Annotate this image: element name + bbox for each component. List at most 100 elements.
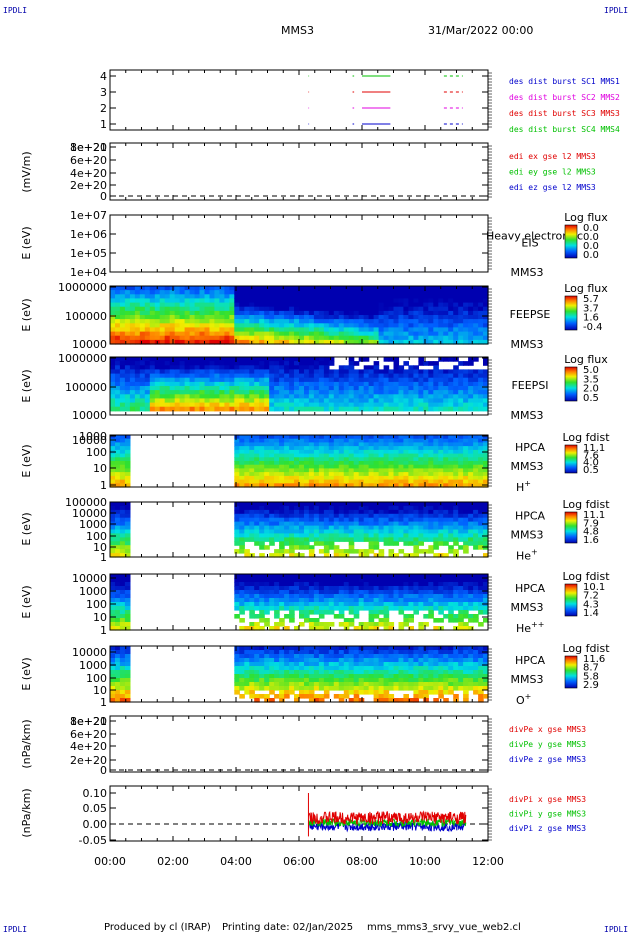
- spectrogram-cell: [110, 586, 116, 591]
- spectrogram-cell: [110, 582, 116, 587]
- spectrogram-cell: [304, 381, 310, 387]
- spectrogram-cell: [244, 457, 250, 462]
- spectrogram-cell: [179, 327, 186, 333]
- spectrogram-cell: [254, 377, 260, 383]
- spectrogram-cell: [299, 442, 305, 447]
- spectrogram-cell: [129, 310, 136, 316]
- spectrogram-cell: [308, 449, 315, 455]
- spectrogram-cell: [378, 390, 385, 395]
- spectrogram-cell: [204, 373, 211, 379]
- spectrogram-cell: [393, 475, 400, 481]
- spectrogram-cell: [483, 472, 489, 477]
- spectrogram-cell: [174, 377, 181, 383]
- spectrogram-cell: [448, 545, 454, 550]
- spectrogram-cell: [115, 618, 121, 623]
- spectrogram-cell: [413, 521, 419, 527]
- spectrogram-cell: [433, 327, 439, 333]
- spectrogram-cell: [353, 302, 360, 308]
- spectrogram-cell: [144, 402, 151, 408]
- spectrogram-cell: [393, 442, 400, 447]
- spectrogram-cell: [304, 582, 310, 587]
- spectrogram-cell: [363, 468, 370, 473]
- spectrogram-cell: [428, 457, 434, 462]
- spectrogram-cell: [408, 594, 414, 599]
- spectrogram-cell: [368, 398, 375, 404]
- spectrogram-cell: [115, 674, 121, 679]
- spectrogram-cell: [249, 694, 255, 699]
- spectrogram-cell: [194, 402, 201, 408]
- spectrogram-cell: [139, 302, 146, 308]
- spectrogram-cell: [453, 533, 459, 538]
- spectrogram-cell: [373, 479, 380, 484]
- spectrogram-cell: [408, 290, 414, 295]
- spectrogram-cell: [289, 373, 295, 379]
- spectrogram-cell: [269, 483, 275, 488]
- spectrogram-cell: [234, 658, 240, 663]
- spectrogram-cell: [119, 610, 126, 615]
- spectrogram-cell: [333, 513, 340, 519]
- spectrogram-cell: [284, 406, 290, 412]
- spectrogram-cell: [438, 442, 444, 447]
- spectrogram-cell: [209, 394, 216, 399]
- spectrogram-cell: [463, 606, 469, 611]
- spectrogram-cell: [115, 442, 121, 447]
- spectrogram-cell: [383, 435, 390, 440]
- spectrogram-cell: [358, 475, 365, 481]
- spectrogram-cell: [164, 323, 171, 328]
- spectrogram-cell: [353, 525, 360, 531]
- spectrogram-cell: [264, 658, 270, 663]
- spectrogram-cell: [274, 533, 280, 538]
- spectrogram-cell: [368, 483, 375, 488]
- spectrogram-cell: [234, 598, 240, 603]
- spectrogram-cell: [189, 294, 196, 299]
- spectrogram-cell: [318, 290, 325, 295]
- spectrogram-cell: [274, 369, 280, 375]
- spectrogram-cell: [254, 475, 260, 481]
- spectrogram-cell: [274, 294, 280, 299]
- spectrogram-cell: [428, 373, 434, 379]
- spectrogram-cell: [403, 327, 409, 333]
- spectrogram-cell: [473, 327, 479, 333]
- spectrogram-cell: [473, 582, 479, 587]
- spectrogram-cell: [318, 479, 325, 484]
- spectrogram-cell: [443, 298, 449, 304]
- spectrogram-cell: [378, 502, 385, 507]
- spectrogram-cell: [343, 402, 350, 408]
- spectrogram-cell: [209, 310, 216, 316]
- spectrogram-cell: [299, 521, 305, 527]
- spectrogram-cell: [463, 402, 469, 408]
- spectrogram-cell: [318, 582, 325, 587]
- spectrogram-cell: [453, 323, 459, 328]
- spectrogram-cell: [308, 298, 315, 304]
- spectrogram-cell: [363, 381, 370, 387]
- spectrogram-cell: [458, 286, 464, 291]
- spectrogram-cell: [423, 537, 429, 542]
- spectrogram-cell: [378, 549, 385, 554]
- spectrogram-cell: [239, 574, 245, 579]
- spectrogram-cell: [463, 574, 469, 579]
- spectrogram-cell: [154, 323, 161, 328]
- spectrogram-cell: [408, 435, 414, 440]
- species-label: H+: [516, 479, 531, 494]
- spectrogram-cell: [418, 479, 424, 484]
- spectrogram-cell: [119, 377, 126, 383]
- spectrogram-cell: [398, 464, 405, 469]
- spectrogram-cell: [323, 302, 330, 308]
- spectrogram-cell: [124, 545, 131, 550]
- spectrogram-cell: [119, 468, 126, 473]
- spectrogram-cell: [289, 394, 295, 399]
- spectrogram-cell: [468, 290, 474, 295]
- spectrogram-cell: [388, 541, 395, 546]
- spectrogram-cell: [323, 398, 330, 404]
- spectrogram-cell: [328, 541, 335, 546]
- spectrogram-cell: [483, 402, 489, 408]
- spectrogram-cell: [294, 479, 300, 484]
- spectrogram-cell: [348, 357, 355, 362]
- spectrogram-cell: [403, 298, 409, 304]
- spectrogram-cell: [204, 286, 211, 291]
- spectrogram-cell: [274, 286, 280, 291]
- colorbar-tick-label: 5.7: [583, 294, 599, 305]
- spectrogram-cell: [244, 662, 250, 667]
- spectrogram-cell: [304, 618, 310, 623]
- spectrogram-cell: [448, 442, 454, 447]
